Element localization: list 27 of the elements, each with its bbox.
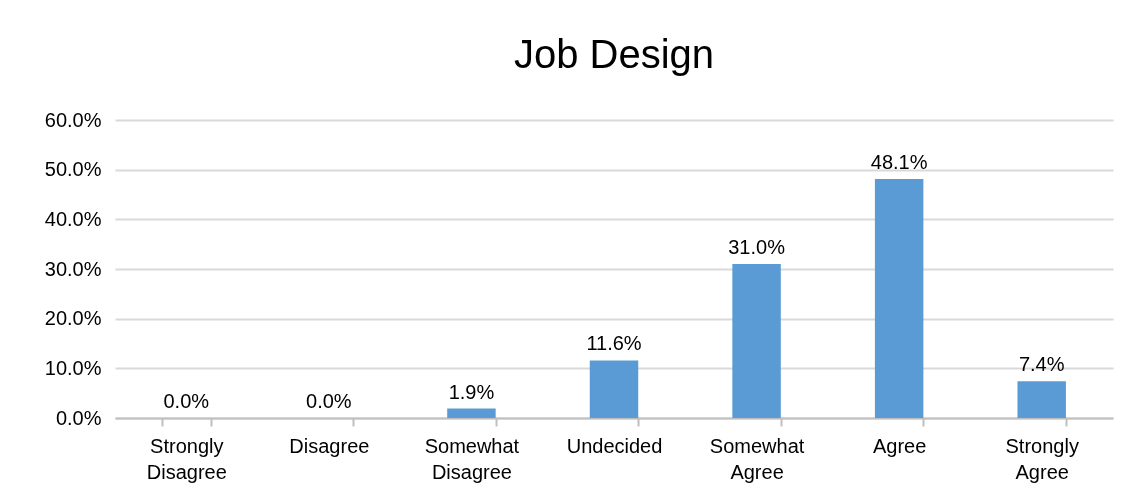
x-tick-label: Strongly Agree <box>1005 434 1079 483</box>
y-tick-label: 0.0% <box>55 406 102 429</box>
x-tick-label: Strongly Disagree <box>146 434 227 483</box>
data-label: 0.0% <box>306 390 352 412</box>
chart-title: Job Design <box>513 32 715 76</box>
x-tick-label: Somewhat Disagree <box>424 434 520 483</box>
bar <box>732 264 781 418</box>
data-label: 11.6% <box>586 332 642 355</box>
data-label: 31.0% <box>728 236 786 259</box>
x-tick-label: Somewhat Agree <box>709 434 805 483</box>
y-tick-label: 50.0% <box>44 158 102 181</box>
bar <box>589 360 639 418</box>
x-tick-label: Disagree <box>289 434 370 457</box>
data-label: 0.0% <box>163 390 210 412</box>
bar <box>874 179 924 418</box>
bar <box>1017 381 1066 418</box>
data-label: 48.1% <box>870 151 928 174</box>
y-tick-label: 30.0% <box>44 257 102 280</box>
data-label: 7.4% <box>1018 353 1065 376</box>
x-tick-label: Undecided <box>566 434 663 457</box>
y-tick-label: 20.0% <box>44 307 102 330</box>
y-tick-label: 60.0% <box>44 108 102 131</box>
data-label: 1.9% <box>448 380 495 403</box>
y-tick-label: 10.0% <box>44 356 102 379</box>
y-tick-label: 40.0% <box>44 207 102 230</box>
bar <box>447 408 496 418</box>
x-tick-label: Agree <box>872 434 927 457</box>
